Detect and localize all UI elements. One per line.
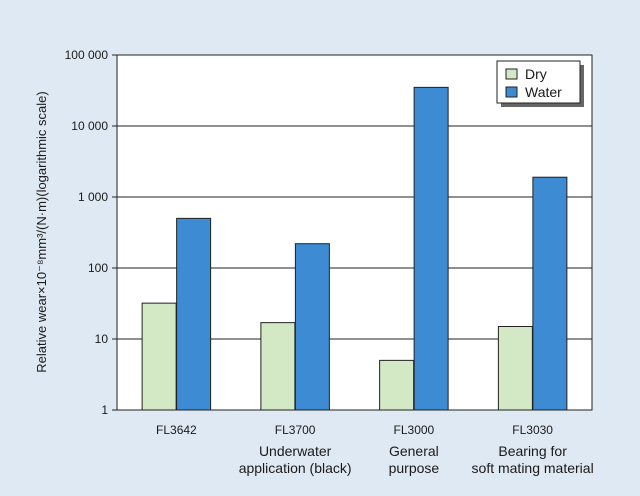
bar-water-fl3700 xyxy=(294,243,330,411)
bar-dry-fl3000 xyxy=(379,359,415,411)
category-code-label: FL3700 xyxy=(275,423,316,437)
category-description-line: purpose xyxy=(389,460,440,476)
category-code-label: FL3030 xyxy=(512,423,553,437)
y-tick-label: 10 xyxy=(95,332,109,346)
category-description-line: General xyxy=(389,443,439,459)
y-tick-label: 1 xyxy=(101,403,108,417)
y-axis-label: Relative wear×10⁻⁸mm³/(N·m)(logarithmic … xyxy=(34,91,49,372)
bar-water-fl3642 xyxy=(176,217,212,411)
bar-dry-fl3642 xyxy=(141,302,177,411)
y-tick-label: 100 xyxy=(88,261,108,275)
legend-label-dry: Dry xyxy=(525,66,547,82)
category-description-line: Underwater xyxy=(259,443,332,459)
legend-label-water: Water xyxy=(525,84,562,100)
legend-swatch-water xyxy=(505,86,518,98)
category-code-label: FL3000 xyxy=(394,423,435,437)
category-description-line: soft mating material xyxy=(472,460,594,476)
bar-dry-fl3700 xyxy=(260,322,296,411)
legend-swatch-dry xyxy=(505,68,518,80)
y-tick-label: 10 000 xyxy=(71,119,108,133)
bar-water-fl3030 xyxy=(532,176,568,411)
bar-water-fl3000 xyxy=(413,86,449,411)
category-description-line: Bearing for xyxy=(498,443,567,459)
bar-dry-fl3030 xyxy=(497,325,533,411)
y-tick-label: 100 000 xyxy=(65,48,109,62)
y-tick-label: 1 000 xyxy=(78,190,108,204)
plot-frame xyxy=(116,54,593,411)
category-description-line: application (black) xyxy=(239,460,352,476)
category-code-label: FL3642 xyxy=(156,423,197,437)
